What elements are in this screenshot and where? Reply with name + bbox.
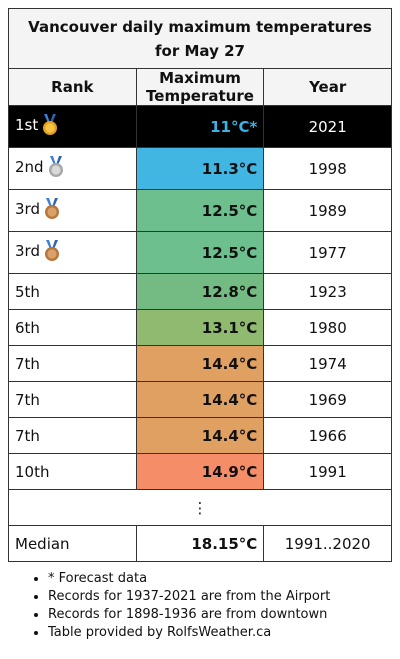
note-item: Table provided by RolfsWeather.ca (48, 624, 330, 642)
table-row: 1st 11°C* 2021 (8, 105, 392, 148)
records-table: Vancouver daily maximum temperatures for… (8, 8, 392, 562)
temperature-cell: 12.8°C (135, 273, 265, 310)
year-cell: 1977 (263, 231, 392, 274)
table-title: Vancouver daily maximum temperatures for… (8, 8, 392, 69)
temperature-cell: 14.4°C (135, 345, 265, 382)
temperature-cell: 11°C* (135, 105, 265, 148)
header-rank: Rank (8, 68, 137, 106)
rank-cell: 7th (8, 381, 137, 418)
rank-label: 7th (15, 390, 40, 409)
rank-cell: 7th (8, 345, 137, 382)
temperature-cell: 12.5°C (135, 231, 265, 274)
rank-label: 7th (15, 426, 40, 445)
rank-cell: 3rd (8, 189, 137, 232)
temperature-cell: 14.4°C (135, 417, 265, 454)
year-cell: 1923 (263, 273, 392, 310)
table-row: 3rd 12.5°C 1989 (8, 189, 392, 232)
note-item: Records for 1937-2021 are from the Airpo… (48, 588, 330, 606)
rank-label: 10th (15, 462, 50, 481)
rank-label: 2nd (15, 157, 44, 176)
temperature-cell: 11.3°C (135, 147, 265, 190)
rank-label: 3rd (15, 199, 40, 218)
rank-cell: 10th (8, 453, 137, 490)
rank-cell: 3rd (8, 231, 137, 274)
table-row: 7th 14.4°C 1966 (8, 417, 392, 454)
note-item: * Forecast data (48, 570, 330, 588)
rank-cell: 6th (8, 309, 137, 346)
rank-label: 3rd (15, 241, 40, 260)
year-cell: 1969 (263, 381, 392, 418)
median-years: 1991..2020 (263, 525, 392, 562)
ellipsis-row: ⋮ (8, 489, 392, 526)
rank-cell: 1st (8, 105, 137, 148)
rank-label: 6th (15, 318, 40, 337)
notes-list: * Forecast data Records for 1937-2021 ar… (8, 570, 330, 642)
bronze-medal-icon (43, 239, 61, 266)
note-item: Records for 1898-1936 are from downtown (48, 606, 330, 624)
year-cell: 2021 (263, 105, 392, 148)
year-cell: 1974 (263, 345, 392, 382)
temperature-cell: 12.5°C (135, 189, 265, 232)
rank-cell: 5th (8, 273, 137, 310)
table-row: 5th 12.8°C 1923 (8, 273, 392, 310)
rank-label: 7th (15, 354, 40, 373)
rank-label: 5th (15, 282, 40, 301)
rank-cell: 2nd (8, 147, 137, 190)
temperature-cell: 14.9°C (135, 453, 265, 490)
year-cell: 1966 (263, 417, 392, 454)
temperature-cell: 14.4°C (135, 381, 265, 418)
year-cell: 1991 (263, 453, 392, 490)
median-label: Median (8, 525, 137, 562)
table-row: 10th 14.9°C 1991 (8, 453, 392, 490)
year-cell: 1998 (263, 147, 392, 190)
median-temperature: 18.15°C (135, 525, 265, 562)
rank-cell: 7th (8, 417, 137, 454)
bronze-medal-icon (43, 197, 61, 224)
year-cell: 1989 (263, 189, 392, 232)
rank-label: 1st (15, 115, 39, 134)
header-year: Year (263, 68, 392, 106)
table-row: 7th 14.4°C 1969 (8, 381, 392, 418)
gold-medal-icon (41, 113, 59, 140)
table-row: 3rd 12.5°C 1977 (8, 231, 392, 274)
header-temperature: Maximum Temperature (135, 68, 265, 106)
table-row: 7th 14.4°C 1974 (8, 345, 392, 382)
year-cell: 1980 (263, 309, 392, 346)
table-row: 6th 13.1°C 1980 (8, 309, 392, 346)
silver-medal-icon (47, 155, 65, 182)
temperature-cell: 13.1°C (135, 309, 265, 346)
table-row: 2nd 11.3°C 1998 (8, 147, 392, 190)
